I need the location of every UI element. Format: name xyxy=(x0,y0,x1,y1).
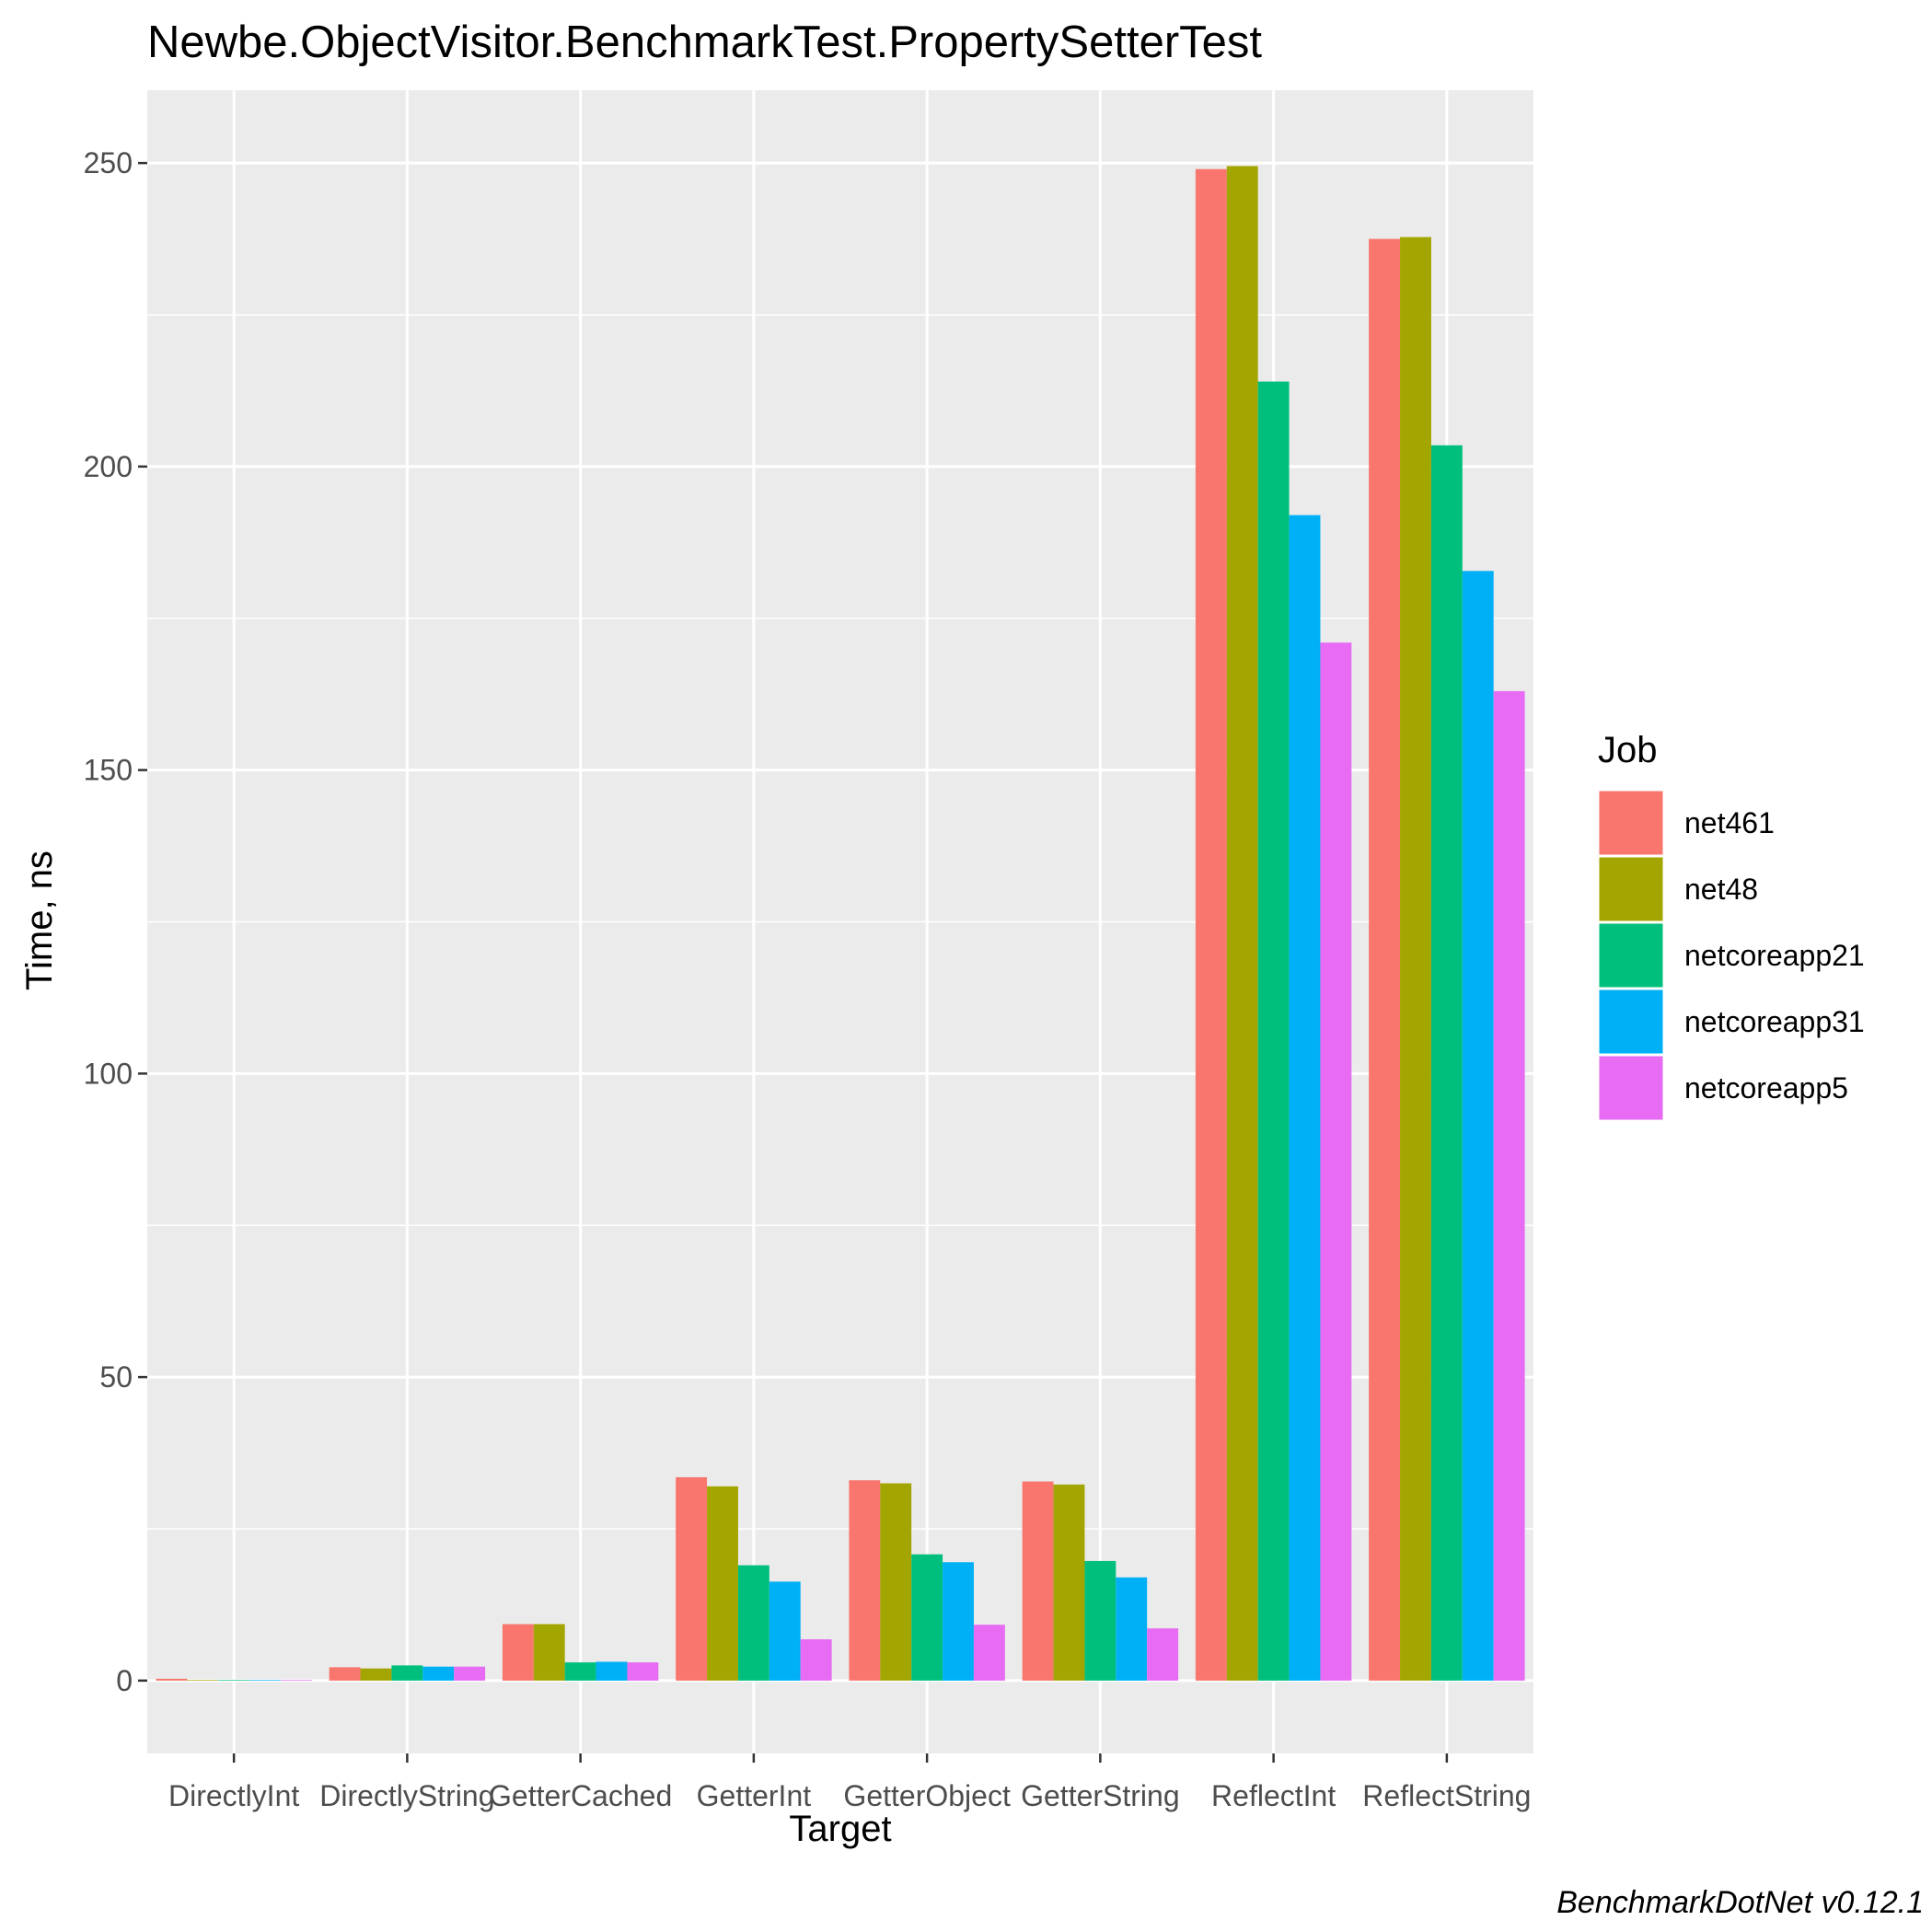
y-tick-label: 250 xyxy=(84,146,133,179)
bar-net461-GetterCached xyxy=(502,1624,534,1681)
bar-net48-GetterObject xyxy=(880,1483,912,1681)
bar-net48-DirectlyInt xyxy=(187,1680,219,1681)
bar-netcoreapp5-GetterString xyxy=(1147,1628,1179,1681)
x-tick-label: GetterInt xyxy=(697,1779,812,1812)
bar-net48-ReflectString xyxy=(1400,237,1431,1681)
bar-netcoreapp31-GetterObject xyxy=(943,1562,974,1681)
legend-swatch-netcoreapp5 xyxy=(1599,1056,1663,1120)
bar-netcoreapp21-GetterInt xyxy=(737,1565,769,1681)
bar-net48-DirectlyString xyxy=(360,1668,392,1681)
legend-label-net461: net461 xyxy=(1684,806,1775,839)
bar-net461-DirectlyString xyxy=(329,1667,361,1681)
bar-netcoreapp21-GetterObject xyxy=(911,1554,943,1681)
y-tick-label: 50 xyxy=(99,1360,133,1394)
legend-label-netcoreapp31: netcoreapp31 xyxy=(1684,1005,1865,1038)
bar-netcoreapp5-GetterInt xyxy=(800,1639,832,1681)
bar-netcoreapp31-DirectlyString xyxy=(422,1666,455,1681)
bar-netcoreapp5-ReflectInt xyxy=(1320,642,1352,1681)
y-axis-title: Time, ns xyxy=(19,850,60,990)
bar-netcoreapp5-GetterObject xyxy=(973,1625,1005,1681)
bar-netcoreapp5-DirectlyInt xyxy=(280,1680,312,1681)
legend-swatch-net461 xyxy=(1599,791,1663,855)
chart-caption: BenchmarkDotNet v0.12.1 xyxy=(1556,1885,1924,1920)
legend-swatch-netcoreapp31 xyxy=(1599,989,1663,1054)
legend-label-net48: net48 xyxy=(1684,873,1758,906)
bar-netcoreapp31-ReflectInt xyxy=(1289,515,1321,1681)
bar-netcoreapp21-GetterString xyxy=(1084,1560,1116,1681)
bar-netcoreapp31-DirectlyInt xyxy=(249,1680,281,1681)
x-tick-label: GetterCached xyxy=(489,1779,672,1812)
bar-net461-GetterInt xyxy=(676,1476,708,1681)
bar-netcoreapp31-GetterCached xyxy=(596,1661,628,1681)
legend-label-netcoreapp5: netcoreapp5 xyxy=(1684,1071,1848,1105)
y-tick-label: 0 xyxy=(116,1664,133,1697)
x-tick-label: GetterObject xyxy=(843,1779,1011,1812)
bar-netcoreapp31-GetterString xyxy=(1116,1577,1148,1681)
y-tick-label: 150 xyxy=(84,754,133,787)
bar-netcoreapp21-GetterCached xyxy=(564,1662,596,1681)
legend-swatch-netcoreapp21 xyxy=(1599,923,1663,988)
legend-swatch-net48 xyxy=(1599,857,1663,921)
x-tick-label: DirectlyString xyxy=(319,1779,494,1812)
bar-net461-ReflectString xyxy=(1369,238,1401,1681)
x-tick-label: ReflectInt xyxy=(1211,1779,1336,1812)
legend: net461 net48 netcoreapp21 netcoreapp31 netco… xyxy=(1598,790,1865,1121)
y-tick-label: 200 xyxy=(84,450,133,483)
chart-title: Newbe.ObjectVisitor.BenchmarkTest.Proper… xyxy=(147,17,1262,67)
y-tick-label: 100 xyxy=(84,1057,133,1090)
bar-net461-ReflectInt xyxy=(1195,168,1227,1681)
bar-net48-GetterString xyxy=(1053,1484,1085,1681)
bar-netcoreapp31-GetterInt xyxy=(769,1581,801,1681)
bar-netcoreapp5-DirectlyString xyxy=(454,1666,486,1681)
x-axis-title: Target xyxy=(789,1809,891,1849)
bar-netcoreapp31-ReflectString xyxy=(1462,571,1494,1681)
legend-label-netcoreapp21: netcoreapp21 xyxy=(1684,939,1865,972)
bar-netcoreapp5-GetterCached xyxy=(627,1662,659,1681)
legend-title: Job xyxy=(1598,730,1658,770)
bar-net48-ReflectInt xyxy=(1226,166,1258,1681)
bar-net461-DirectlyInt xyxy=(156,1678,188,1681)
bar-netcoreapp5-ReflectString xyxy=(1493,690,1525,1681)
bar-net48-GetterInt xyxy=(707,1486,738,1681)
x-tick-label: ReflectString xyxy=(1362,1779,1531,1812)
bar-net461-GetterObject xyxy=(849,1480,881,1681)
bar-netcoreapp21-ReflectInt xyxy=(1257,381,1290,1681)
bar-net48-GetterCached xyxy=(533,1624,565,1681)
bar-net461-GetterString xyxy=(1022,1481,1054,1681)
x-tick-label: GetterString xyxy=(1021,1779,1180,1812)
bar-netcoreapp21-ReflectString xyxy=(1430,445,1463,1681)
x-tick-label: DirectlyInt xyxy=(168,1779,299,1812)
bar-netcoreapp21-DirectlyInt xyxy=(218,1680,250,1681)
bar-netcoreapp21-DirectlyString xyxy=(391,1665,423,1681)
